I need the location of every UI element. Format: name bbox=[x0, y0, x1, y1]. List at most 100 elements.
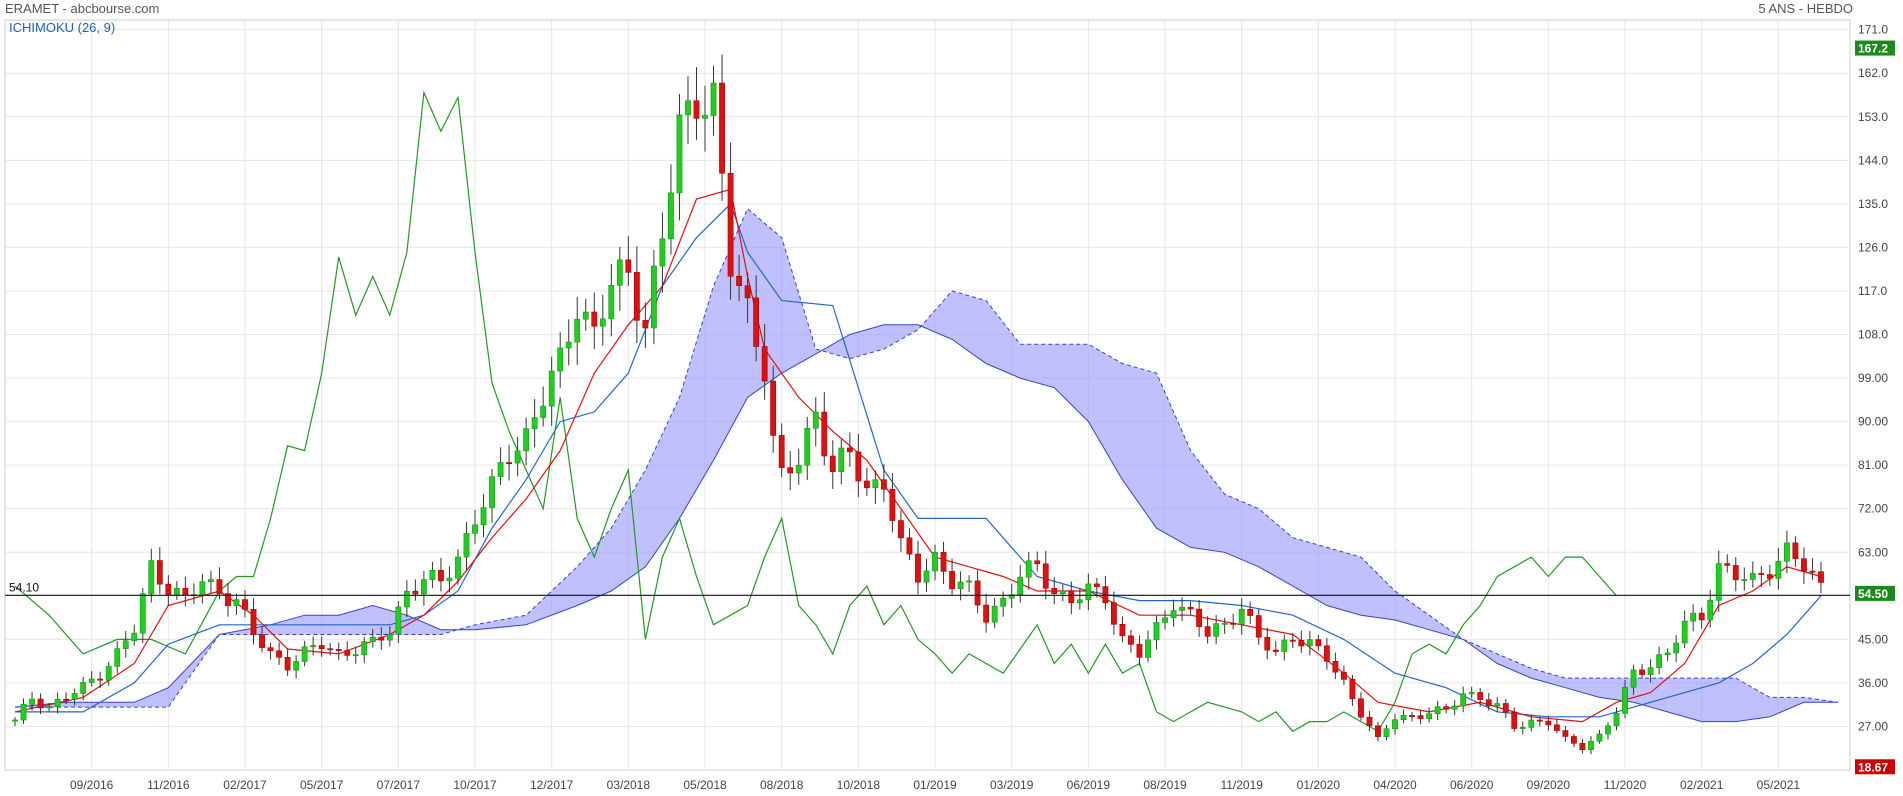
candle-body bbox=[523, 428, 530, 452]
candle-body bbox=[1059, 590, 1066, 595]
plot-area bbox=[4, 19, 1851, 771]
candle-body bbox=[1383, 728, 1390, 737]
candle-body bbox=[915, 553, 921, 583]
candle-body bbox=[676, 114, 683, 194]
candle-body bbox=[565, 341, 572, 349]
candle-body bbox=[1417, 715, 1424, 719]
candle-body bbox=[829, 455, 836, 473]
x-tick-label: 02/2021 bbox=[1680, 778, 1724, 792]
candle-body bbox=[659, 238, 666, 267]
candle-body bbox=[693, 100, 700, 119]
candle-body bbox=[1341, 671, 1347, 680]
candle-body bbox=[1315, 639, 1322, 647]
x-tick-label: 02/2017 bbox=[223, 778, 267, 792]
y-tick-label: 90.00 bbox=[1858, 415, 1888, 429]
candle-body bbox=[1707, 600, 1714, 621]
candle-body bbox=[182, 587, 189, 596]
x-tick-label: 12/2017 bbox=[530, 778, 574, 792]
y-axis: 171.0 162.0 153.0 144.0 135.0 126.0 117.0 108.0… bbox=[1855, 23, 1895, 775]
candle-body bbox=[1093, 583, 1100, 587]
x-tick-label: 11/2016 bbox=[147, 778, 190, 792]
candle-body bbox=[966, 580, 972, 583]
y-tick-label: 162.0 bbox=[1858, 66, 1888, 80]
candle-body bbox=[88, 678, 95, 683]
candle-body bbox=[744, 285, 751, 299]
candle-body bbox=[250, 609, 257, 636]
candle-body bbox=[514, 450, 521, 464]
candle-body bbox=[412, 590, 419, 595]
candle-body bbox=[1366, 716, 1373, 727]
candle-body bbox=[1596, 733, 1603, 742]
x-tick-label: 11/2019 bbox=[1220, 778, 1263, 792]
candle-body bbox=[668, 192, 674, 240]
candle-body bbox=[574, 318, 581, 343]
candle-body bbox=[506, 462, 512, 465]
candle-body bbox=[1681, 620, 1688, 644]
candle-body bbox=[685, 100, 691, 116]
candle-body bbox=[242, 599, 248, 610]
candle-body bbox=[599, 318, 606, 327]
candle-body bbox=[710, 82, 717, 116]
candle-body bbox=[1698, 612, 1705, 621]
x-tick-label: 04/2020 bbox=[1373, 778, 1417, 792]
candle-body bbox=[889, 488, 896, 521]
y-tick-label: 153.0 bbox=[1858, 110, 1888, 124]
candle-body bbox=[557, 347, 564, 372]
candle-body bbox=[1468, 692, 1475, 695]
y-tick-label: 108.0 bbox=[1858, 328, 1888, 342]
candle-body bbox=[991, 605, 998, 623]
y-tick-label: 72.00 bbox=[1858, 502, 1888, 516]
period-label: 5 ANS - HEBDO bbox=[1758, 1, 1853, 16]
candle-body bbox=[1025, 560, 1032, 578]
candle-body bbox=[1622, 687, 1628, 714]
y-tick-label: 36.00 bbox=[1858, 676, 1888, 690]
candle-body bbox=[1434, 706, 1441, 715]
candle-body bbox=[872, 479, 879, 489]
candle-body bbox=[1562, 730, 1569, 737]
candle-body bbox=[855, 451, 862, 482]
senkou-span-a bbox=[14, 324, 1838, 723]
candle-body bbox=[1332, 661, 1339, 673]
candle-body bbox=[1102, 586, 1109, 604]
candle-body bbox=[1639, 669, 1645, 675]
candle-body bbox=[940, 552, 947, 572]
candle-body bbox=[1409, 715, 1415, 717]
x-axis: 09/2016 11/2016 02/2017 05/2017 07/2017 10/20… bbox=[70, 778, 1800, 792]
x-tick-label: 08/2019 bbox=[1143, 778, 1187, 792]
high-badge-label: 167.2 bbox=[1858, 42, 1888, 56]
candle-body bbox=[463, 533, 470, 558]
candle-body bbox=[131, 632, 138, 642]
candle-body bbox=[310, 645, 317, 648]
candle-body bbox=[97, 678, 104, 681]
candle-body bbox=[139, 593, 146, 634]
candle-body bbox=[719, 82, 725, 174]
candle-body bbox=[1349, 679, 1356, 700]
candle-body bbox=[1801, 558, 1807, 572]
candle-body bbox=[1375, 725, 1381, 737]
candle-body bbox=[1230, 622, 1237, 625]
candle-body bbox=[63, 698, 70, 701]
candle-body bbox=[1451, 705, 1458, 710]
x-tick-label: 09/2020 bbox=[1527, 778, 1571, 792]
candle-body bbox=[472, 524, 478, 534]
candle-body bbox=[1443, 706, 1450, 710]
candle-body bbox=[1749, 573, 1756, 580]
candle-body bbox=[1528, 719, 1535, 728]
cloud-area bbox=[15, 208, 1838, 722]
candle-body bbox=[787, 467, 794, 474]
candlesticks bbox=[12, 54, 1824, 755]
last-price-badge-label: 54.50 bbox=[1858, 587, 1888, 601]
candle-body bbox=[1008, 594, 1015, 599]
candle-body bbox=[1204, 626, 1211, 637]
candle-body bbox=[1766, 574, 1773, 579]
x-tick-label: 05/2018 bbox=[683, 778, 727, 792]
candle-body bbox=[1085, 583, 1092, 601]
candle-body bbox=[838, 447, 845, 473]
candle-body bbox=[1392, 719, 1398, 730]
candle-body bbox=[438, 569, 444, 582]
candle-body bbox=[1017, 576, 1024, 595]
candle-body bbox=[1042, 563, 1049, 589]
candle-body bbox=[54, 698, 61, 707]
candle-body bbox=[1298, 640, 1305, 647]
